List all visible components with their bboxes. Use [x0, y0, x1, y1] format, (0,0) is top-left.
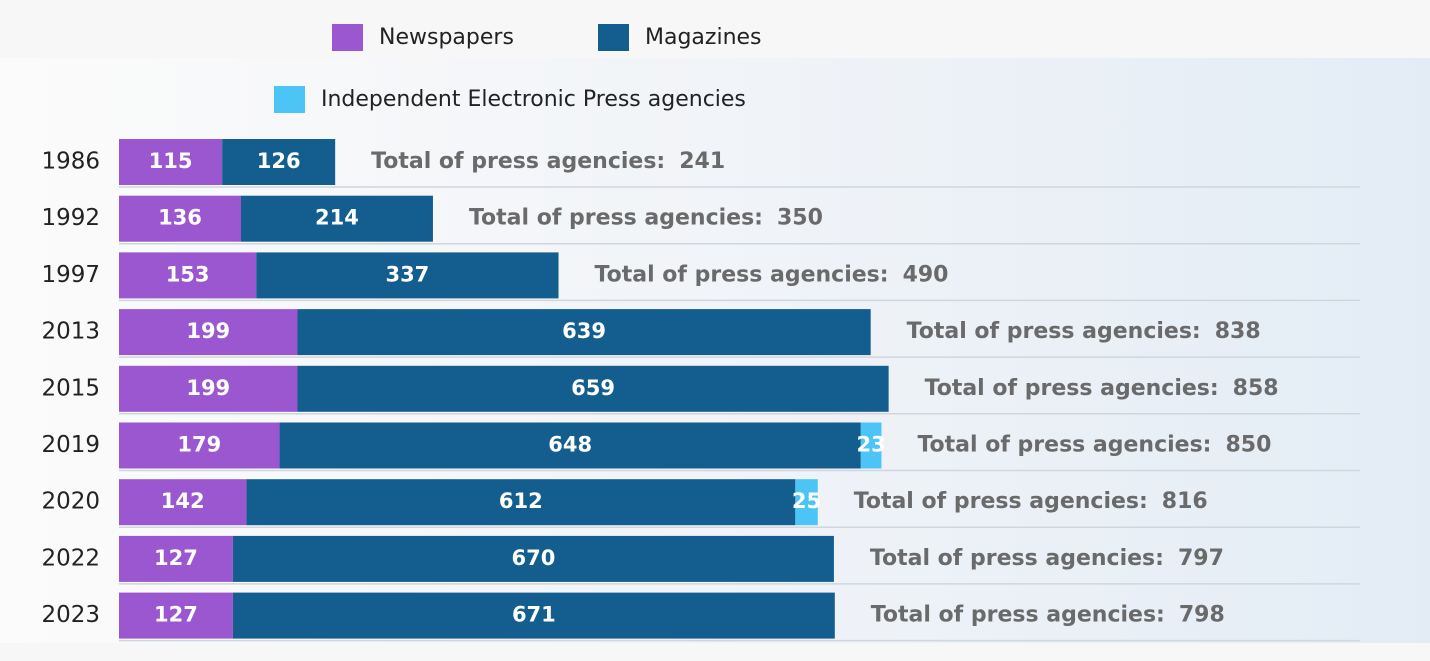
bar-segment: [119, 592, 233, 639]
y-tick-label: 2020: [41, 489, 100, 515]
total-label: Total of press agencies: 858: [925, 376, 1279, 401]
bar-segment: [795, 479, 818, 526]
bar-segment: [297, 365, 889, 412]
data-label: 670: [511, 546, 555, 570]
data-label: 23: [857, 433, 886, 457]
y-tick-label: 2013: [41, 319, 100, 345]
total-value: 816: [1162, 489, 1208, 514]
bar-segment: [279, 422, 861, 469]
y-tick-label: 2015: [41, 375, 100, 401]
data-label: 115: [149, 149, 193, 173]
data-label: 659: [571, 376, 615, 400]
total-label: Total of press agencies: 798: [871, 603, 1225, 628]
legend-swatch: [332, 24, 363, 51]
total-value: 797: [1178, 546, 1224, 571]
data-label: 153: [166, 262, 210, 286]
data-label: 612: [499, 489, 543, 513]
y-tick-label: 2019: [41, 432, 100, 458]
legend-swatch: [274, 86, 305, 113]
total-value: 490: [903, 262, 949, 287]
legend-label: Independent Electronic Press agencies: [321, 87, 746, 112]
total-label: Total of press agencies: 816: [854, 489, 1208, 514]
y-tick-label: 1986: [41, 149, 100, 175]
bar-segment: [119, 535, 233, 582]
total-label: Total of press agencies: 838: [907, 319, 1261, 344]
total-text: Total of press agencies:: [870, 546, 1164, 571]
bar-segment: [222, 139, 336, 185]
data-label: 136: [158, 206, 202, 230]
data-label: 199: [186, 376, 230, 400]
data-label: 142: [161, 489, 205, 513]
total-label: Total of press agencies: 350: [469, 206, 823, 231]
data-label: 639: [562, 319, 606, 343]
total-text: Total of press agencies:: [871, 603, 1165, 628]
y-tick-label: 1997: [41, 262, 100, 288]
total-value: 350: [777, 206, 823, 231]
total-label: Total of press agencies: 850: [917, 433, 1271, 458]
bar-segment: [119, 139, 223, 185]
data-label: 648: [548, 433, 592, 457]
bar-segment: [119, 365, 298, 412]
total-value: 241: [679, 149, 725, 174]
legend-label: Magazines: [645, 25, 762, 50]
bar-segment: [256, 252, 559, 299]
total-label: Total of press agencies: 241: [371, 149, 725, 174]
y-tick-label: 2022: [41, 545, 100, 571]
total-label: Total of press agencies: 797: [870, 546, 1224, 571]
data-label: 337: [385, 262, 429, 286]
total-value: 838: [1215, 319, 1261, 344]
data-label: 214: [315, 206, 359, 230]
total-text: Total of press agencies:: [469, 206, 763, 231]
total-text: Total of press agencies:: [595, 262, 889, 287]
bar-segment: [119, 195, 241, 242]
total-text: Total of press agencies:: [371, 149, 665, 174]
data-label: 199: [186, 319, 230, 343]
total-text: Total of press agencies:: [854, 489, 1148, 514]
data-label: 671: [512, 603, 556, 627]
data-label: 127: [154, 546, 198, 570]
bar-segment: [246, 479, 796, 526]
data-label: 127: [154, 603, 198, 627]
bar-segment: [119, 309, 298, 356]
bar-segment: [119, 252, 257, 299]
total-text: Total of press agencies:: [925, 376, 1219, 401]
bar-segment: [240, 195, 433, 242]
total-text: Total of press agencies:: [907, 319, 1201, 344]
legend-swatch: [598, 24, 629, 51]
data-label: 126: [257, 149, 301, 173]
bar-segment: [119, 479, 247, 526]
bar-segment: [232, 592, 835, 639]
total-text: Total of press agencies:: [917, 433, 1211, 458]
legend-label: Newspapers: [379, 25, 514, 50]
total-value: 798: [1179, 603, 1225, 628]
y-tick-label: 1992: [41, 205, 100, 231]
y-tick-label: 2023: [41, 602, 100, 628]
total-value: 850: [1225, 433, 1271, 458]
bar-segment: [119, 422, 280, 469]
bar-segment: [297, 309, 871, 356]
data-label: 25: [792, 489, 821, 513]
total-value: 858: [1233, 376, 1279, 401]
total-label: Total of press agencies: 490: [595, 262, 949, 287]
data-label: 179: [177, 433, 221, 457]
bar-segment: [860, 422, 882, 469]
bar-segment: [232, 535, 834, 582]
